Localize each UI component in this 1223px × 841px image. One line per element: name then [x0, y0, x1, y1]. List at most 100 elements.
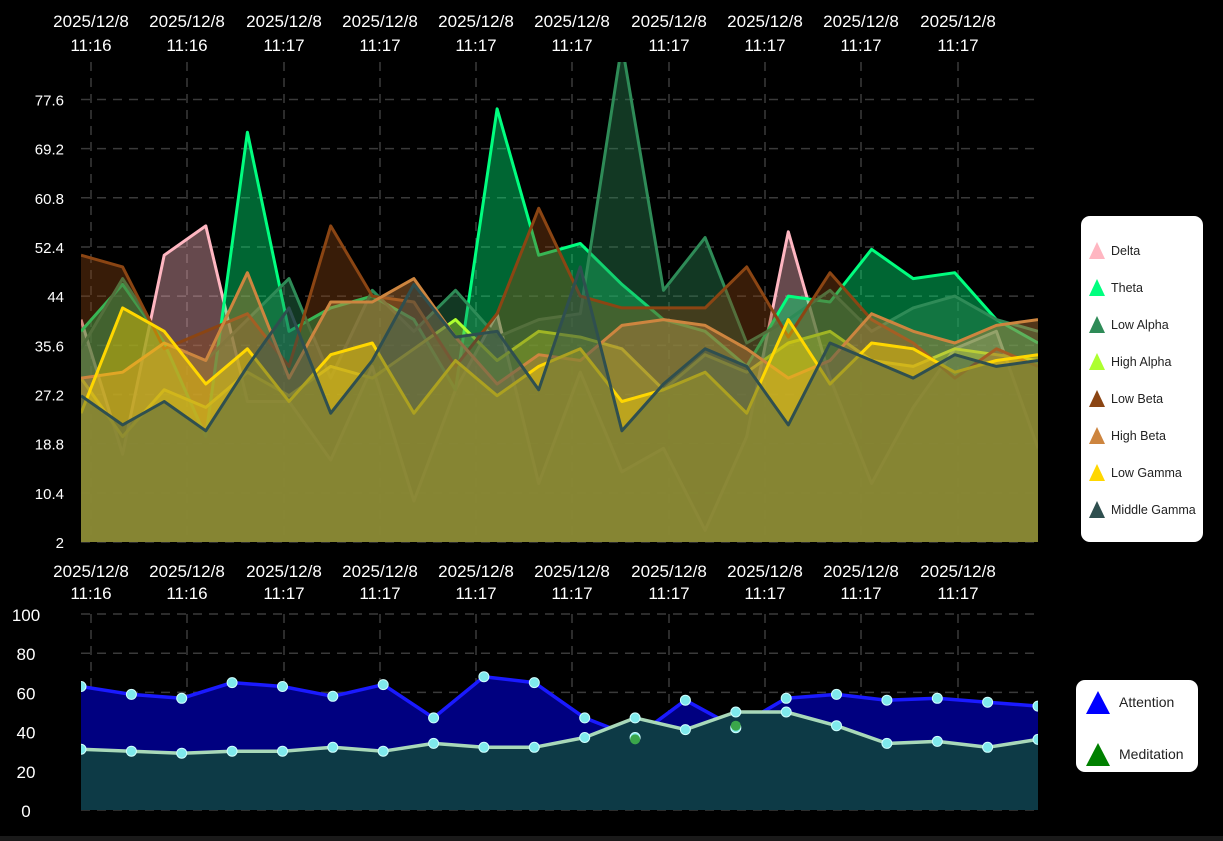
am-date-label: 2025/12/8	[149, 562, 225, 581]
am-legend-box	[1076, 680, 1198, 772]
legend-swatch-attention	[1086, 691, 1110, 714]
legend-label-attention: Attention	[1119, 694, 1174, 710]
series-area-low-alpha	[81, 62, 1038, 542]
legend-label-low-beta: Low Beta	[1111, 392, 1163, 406]
legend-swatch-theta	[1089, 279, 1105, 296]
series-area-middle-gamma	[81, 266, 1038, 542]
eeg-date-label: 2025/12/8	[920, 12, 996, 31]
eeg-time-axis: 2025/12/8 11:16 2025/12/8 11:16 2025/12/8 11:…	[53, 12, 996, 55]
am-time-label: 11:17	[455, 584, 496, 603]
am-time-label: 11:17	[551, 584, 592, 603]
series-area-meditation	[81, 712, 1038, 810]
eeg-time-label: 11:17	[648, 36, 689, 55]
legend-swatch-middle-gamma	[1089, 501, 1105, 518]
am-date-label: 2025/12/8	[53, 562, 129, 581]
data-point-meditation	[327, 741, 339, 753]
series-line-low-beta	[81, 206, 1038, 380]
eeg-series-group	[81, 62, 1038, 542]
series-line-low-gamma	[81, 306, 1038, 415]
data-point-meditation	[780, 706, 792, 718]
eeg-y-axis: 2 10.4 18.8 27.2 35.6 44 52.4 60.8 69.2 77.6	[35, 92, 64, 552]
series-area-low-gamma	[81, 307, 1038, 542]
data-point-meditation	[528, 741, 540, 753]
data-point-meditation	[226, 745, 238, 757]
legend-label-delta: Delta	[1111, 244, 1140, 258]
am-series-group	[81, 671, 1038, 810]
series-area-high-beta	[81, 272, 1038, 542]
eeg-date-label: 2025/12/8	[149, 12, 225, 31]
eeg-y-tick: 60.8	[35, 191, 64, 208]
data-point-attention	[327, 690, 339, 702]
legend-swatch-low-beta	[1089, 390, 1105, 407]
data-point-attention	[1032, 700, 1038, 712]
eeg-date-label: 2025/12/8	[438, 12, 514, 31]
data-point-attention	[931, 692, 943, 704]
eeg-y-tick: 10.4	[35, 486, 64, 503]
data-point-attention	[679, 694, 691, 706]
legend-swatch-meditation	[1086, 743, 1110, 766]
eeg-date-label: 2025/12/8	[342, 12, 418, 31]
eeg-time-label: 11:17	[359, 36, 400, 55]
marker-meditation	[630, 734, 641, 745]
data-point-attention	[780, 692, 792, 704]
am-time-axis: 2025/12/8 11:16 2025/12/8 11:16 2025/12/8 11:…	[53, 562, 996, 603]
series-line-low-alpha	[81, 62, 1038, 380]
am-date-label: 2025/12/8	[823, 562, 899, 581]
series-line-attention	[81, 674, 1038, 740]
legend-swatch-delta	[1089, 242, 1105, 259]
legend-label-high-alpha: High Alpha	[1111, 355, 1172, 369]
legend-label-theta: Theta	[1111, 281, 1143, 295]
eeg-y-tick: 35.6	[35, 338, 64, 355]
legend-label-middle-gamma: Middle Gamma	[1111, 503, 1196, 517]
eeg-y-tick: 69.2	[35, 142, 64, 159]
eeg-date-label: 2025/12/8	[727, 12, 803, 31]
legend-label-meditation: Meditation	[1119, 746, 1184, 762]
data-point-attention	[881, 694, 893, 706]
eeg-time-label: 11:17	[455, 36, 496, 55]
eeg-y-tick: 18.8	[35, 437, 64, 454]
data-point-meditation	[81, 743, 87, 755]
eeg-date-label: 2025/12/8	[246, 12, 322, 31]
am-date-label: 2025/12/8	[246, 562, 322, 581]
eeg-y-tick: 2	[56, 535, 64, 552]
am-time-label: 11:17	[263, 584, 304, 603]
data-point-attention	[377, 679, 389, 691]
legend-swatch-high-beta	[1089, 427, 1105, 444]
data-point-attention	[428, 712, 440, 724]
series-area-low-beta	[81, 208, 1038, 542]
am-date-label: 2025/12/8	[438, 562, 514, 581]
am-date-label: 2025/12/8	[534, 562, 610, 581]
data-point-attention	[125, 688, 137, 700]
eeg-band-chart: 2025/12/8 11:16 2025/12/8 11:16 2025/12/8 11:…	[35, 12, 1038, 552]
am-y-tick: 60	[17, 684, 36, 703]
am-date-label: 2025/12/8	[920, 562, 996, 581]
am-y-tick: 80	[17, 645, 36, 664]
data-point-meditation	[277, 745, 288, 757]
eeg-time-label: 11:16	[166, 36, 207, 55]
data-point-meditation	[1032, 733, 1038, 745]
data-point-attention	[579, 712, 591, 724]
legend-swatch-low-alpha	[1089, 316, 1105, 333]
data-point-attention	[478, 671, 490, 683]
am-y-tick: 100	[12, 606, 40, 625]
marker-meditation	[730, 720, 741, 731]
data-point-meditation	[579, 732, 591, 743]
data-point-meditation	[125, 745, 137, 757]
attention-meditation-chart: 2025/12/8 11:16 2025/12/8 11:16 2025/12/8 11:…	[12, 562, 1038, 821]
eeg-date-label: 2025/12/8	[823, 12, 899, 31]
eeg-y-tick: 52.4	[35, 240, 64, 257]
legend-swatch-low-gamma	[1089, 464, 1105, 481]
data-point-attention	[226, 677, 238, 689]
am-y-axis: 0 20 40 60 80 100	[12, 606, 40, 821]
data-point-meditation	[176, 747, 188, 759]
data-point-meditation	[730, 706, 742, 718]
data-point-meditation	[428, 737, 440, 749]
eeg-time-label: 11:17	[937, 36, 978, 55]
eeg-y-tick: 27.2	[35, 387, 64, 404]
data-point-meditation	[377, 745, 389, 757]
am-time-label: 11:17	[359, 584, 400, 603]
eeg-time-label: 11:16	[70, 36, 111, 55]
data-point-attention	[982, 696, 994, 708]
am-y-tick: 0	[21, 802, 30, 821]
